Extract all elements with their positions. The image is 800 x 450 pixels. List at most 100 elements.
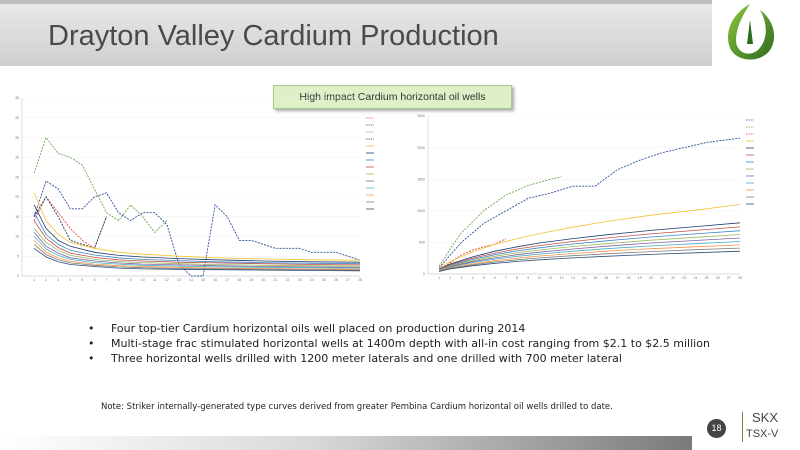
x-tick-label: 12	[560, 276, 564, 280]
ticker-symbol: SKX	[752, 410, 779, 425]
x-tick-label: 22	[286, 278, 290, 282]
y-tick-label: 10	[15, 235, 19, 239]
x-tick-label: 19	[249, 278, 253, 282]
y-tick-label: 5	[17, 254, 19, 258]
x-tick-label: 3	[57, 278, 59, 282]
x-tick-label: 8	[516, 276, 518, 280]
x-tick-label: 14	[189, 278, 193, 282]
series-line	[438, 237, 741, 271]
y-tick-label: 500	[419, 241, 425, 245]
y-tick-label: 20	[15, 195, 19, 199]
x-tick-label: 5	[483, 276, 485, 280]
x-tick-label: 13	[177, 278, 181, 282]
y-tick-label: 30	[15, 156, 19, 160]
x-tick-label: 3	[460, 276, 462, 280]
series-line	[33, 204, 361, 263]
bullet-list: Four top-tier Cardium horizontal oils we…	[88, 321, 710, 366]
y-tick-label: 35	[15, 136, 19, 140]
x-tick-label: 10	[141, 278, 145, 282]
y-tick-label: 0	[423, 272, 425, 276]
x-tick-label: 7	[505, 276, 507, 280]
x-tick-label: 7	[106, 278, 108, 282]
x-tick-label: 4	[69, 278, 71, 282]
x-tick-label: 17	[225, 278, 229, 282]
x-tick-label: 26	[334, 278, 338, 282]
series-line	[33, 236, 361, 269]
production-rate-chart: 0 5 10 15 20 25 30 35 40 45 1 2 3 4 5 6 7 8 9 10 11 12 13 14 15 1…	[8, 90, 400, 295]
x-tick-label: 5	[81, 278, 83, 282]
x-tick-label: 24	[310, 278, 314, 282]
x-tick-label: 6	[93, 278, 95, 282]
x-tick-label: 27	[727, 276, 731, 280]
callout-box: High impact Cardium horizontal oil wells	[273, 85, 512, 109]
x-tick-label: 16	[213, 278, 217, 282]
y-tick-label: 0	[17, 274, 19, 278]
x-tick-label: 25	[322, 278, 326, 282]
series-line	[439, 250, 741, 272]
y-tick-label: 1000	[417, 209, 425, 213]
x-tick-label: 9	[130, 278, 132, 282]
series-line	[33, 196, 107, 249]
x-tick-label: 6	[494, 276, 496, 280]
x-tick-label: 8	[118, 278, 120, 282]
company-logo	[716, 2, 784, 66]
x-tick-label: 27	[346, 278, 350, 282]
x-tick-label: 21	[660, 276, 664, 280]
series-line	[33, 247, 361, 272]
y-tick-label: 2500	[417, 114, 425, 118]
x-tick-label: 1	[33, 278, 35, 282]
x-tick-label: 11	[549, 276, 553, 280]
x-tick-label: 4	[472, 276, 474, 280]
bullet-item: Multi-stage frac stimulated horizontal w…	[88, 336, 710, 351]
x-tick-label: 11	[153, 278, 157, 282]
series-line	[33, 180, 361, 277]
x-tick-label: 24	[693, 276, 697, 280]
y-tick-label: 25	[15, 175, 19, 179]
footer-bar	[0, 436, 692, 450]
series-line	[33, 136, 168, 234]
series-line	[438, 204, 741, 269]
series-line	[33, 232, 361, 268]
cumulative-production-chart: 0 500 1000 1500 2000 2500 1 2 3 4 5 6 7 8 9 10 11 12 13 14 1…	[410, 110, 790, 288]
x-tick-label: 18	[627, 276, 631, 280]
x-tick-label: 14	[582, 276, 586, 280]
x-tick-label: 26	[716, 276, 720, 280]
x-tick-label: 23	[682, 276, 686, 280]
y-tick-label: 45	[15, 96, 19, 100]
x-tick-label: 12	[165, 278, 169, 282]
series-line	[438, 226, 741, 270]
series-line	[438, 176, 562, 267]
series-line	[33, 244, 361, 271]
series-line	[33, 220, 361, 266]
x-tick-label: 15	[201, 278, 205, 282]
x-tick-label: 13	[571, 276, 575, 280]
page-title: Drayton Valley Cardium Production	[48, 20, 499, 52]
y-tick-label: 1500	[417, 177, 425, 181]
x-tick-label: 28	[738, 276, 742, 280]
ticker-divider	[742, 412, 743, 442]
x-tick-label: 16	[604, 276, 608, 280]
series-line	[33, 228, 361, 267]
ticker-exchange: TSX-V	[746, 428, 779, 440]
x-tick-label: 20	[649, 276, 653, 280]
x-tick-label: 15	[593, 276, 597, 280]
bullet-item: Four top-tier Cardium horizontal oils we…	[88, 321, 710, 336]
x-tick-label: 28	[358, 278, 362, 282]
x-tick-label: 20	[261, 278, 265, 282]
y-tick-label: 2000	[417, 146, 425, 150]
x-tick-label: 10	[537, 276, 541, 280]
series-line	[438, 234, 741, 271]
x-tick-label: 18	[237, 278, 241, 282]
footnote: Note: Striker internally-generated type …	[101, 402, 613, 412]
series-line	[33, 240, 361, 270]
y-tick-label: 15	[15, 215, 19, 219]
x-tick-label: 1	[438, 276, 440, 280]
series-line	[438, 241, 741, 271]
series-line	[438, 137, 741, 268]
series-line	[438, 230, 741, 270]
x-tick-label: 9	[527, 276, 529, 280]
bullet-item: Three horizontal wells drilled with 1200…	[88, 351, 710, 366]
x-tick-label: 22	[671, 276, 675, 280]
series-line	[438, 247, 741, 272]
x-tick-label: 2	[449, 276, 451, 280]
